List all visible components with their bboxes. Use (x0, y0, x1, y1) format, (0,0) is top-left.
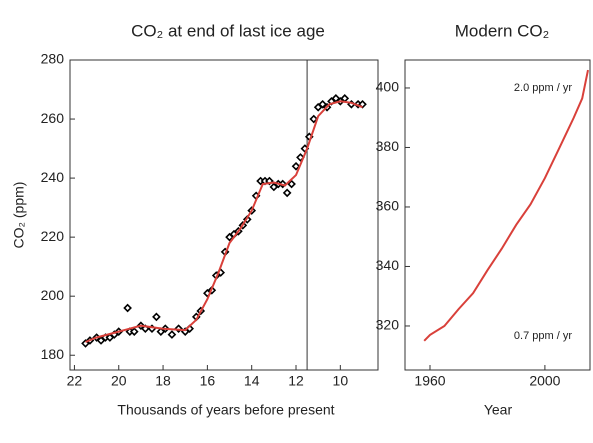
data-point (129, 327, 139, 336)
plot-frame (69, 59, 379, 371)
x-tick-label: 12 (288, 373, 304, 389)
y-tick-label: 180 (41, 346, 65, 362)
x-tick-label: 20 (111, 373, 127, 389)
chart-title: Modern CO₂ (455, 21, 549, 40)
y-tick-label: 260 (41, 110, 65, 126)
data-point (358, 99, 367, 109)
y-tick-label: 280 (41, 51, 65, 67)
y-tick-label: 360 (376, 198, 400, 214)
y-axis-title: CO₂ (ppm) (11, 182, 27, 249)
x-tick-label: 16 (200, 373, 216, 389)
annotation: 0.7 ppm / yr (514, 330, 572, 342)
data-line (85, 100, 363, 343)
y-tick-label: 220 (41, 228, 65, 244)
y-tick-label: 400 (376, 79, 400, 95)
y-tick-label: 340 (376, 257, 400, 273)
x-axis-title: Year (484, 402, 513, 418)
data-point (309, 114, 319, 124)
x-tick-label: 14 (244, 373, 260, 389)
x-tick-label: 1960 (414, 373, 445, 389)
data-point (282, 188, 292, 198)
data-point (291, 161, 301, 171)
chart-title: CO₂ at end of last ice age (131, 21, 325, 40)
data-point (287, 179, 296, 189)
data-point (152, 312, 161, 322)
annotation: 2.0 ppm / yr (514, 82, 572, 94)
x-tick-label: 10 (333, 373, 349, 389)
data-line (423, 69, 589, 342)
data-point (123, 303, 132, 313)
y-tick-label: 240 (41, 169, 65, 185)
y-tick-label: 320 (376, 317, 400, 333)
data-point (167, 330, 177, 339)
y-tick-label: 380 (376, 138, 400, 154)
x-tick-label: 18 (155, 373, 171, 389)
x-tick-label: 2000 (529, 373, 560, 389)
data-point (296, 153, 305, 162)
x-tick-label: 22 (67, 373, 83, 389)
y-tick-label: 200 (41, 287, 65, 303)
plot-frame (404, 59, 591, 371)
x-axis-title: Thousands of years before present (117, 402, 334, 418)
